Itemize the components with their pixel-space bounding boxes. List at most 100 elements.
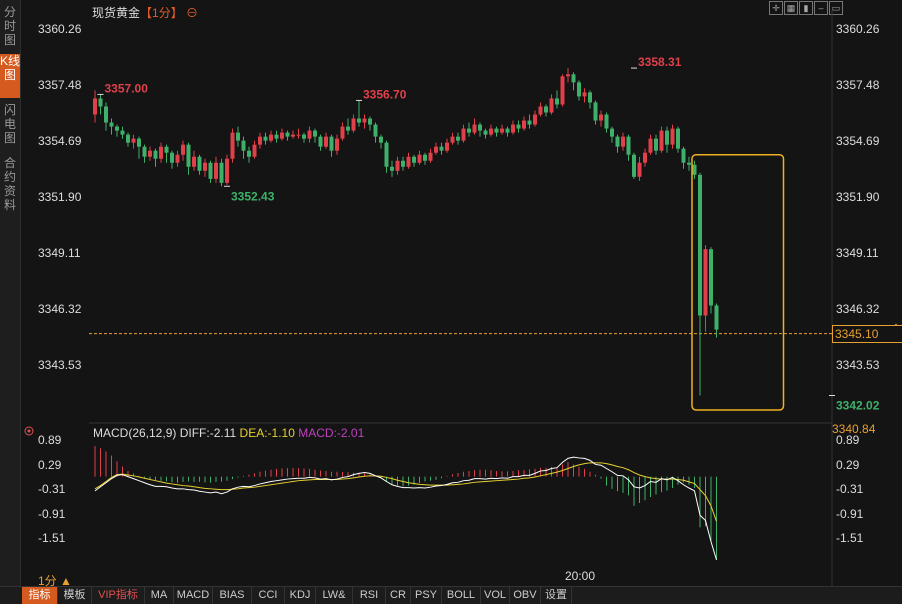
macd-params: MACD(26,12,9): [93, 426, 177, 440]
candle-body: [285, 132, 290, 137]
candle-body: [368, 118, 372, 125]
chart-icon[interactable]: ▮: [799, 1, 813, 15]
indicator-button-11[interactable]: PSY: [411, 587, 442, 604]
candle-body: [186, 144, 191, 167]
candle-body: [555, 98, 559, 105]
indicator-button-0[interactable]: 指标: [22, 587, 58, 604]
candle-body: [478, 124, 482, 131]
candle-body: [280, 132, 284, 139]
candle-body: [357, 118, 361, 123]
candle-body: [274, 134, 279, 139]
macd-settings-dot-icon: [27, 429, 31, 433]
tab-contract-info[interactable]: 合约资料: [3, 156, 16, 212]
candle-body: [527, 120, 532, 125]
grid-icon[interactable]: ▦: [784, 1, 798, 15]
candle-body: [373, 124, 378, 137]
candle-body: [335, 138, 339, 151]
macd-tick-left: 0.89: [38, 433, 62, 448]
price-tick-right: 3357.48: [836, 77, 880, 92]
candle-body: [340, 126, 345, 139]
candle-body: [137, 138, 141, 147]
indicator-button-2[interactable]: VIP指标: [92, 587, 145, 604]
indicator-button-12[interactable]: BOLL: [442, 587, 481, 604]
price-tick-left: 3360.26: [38, 21, 82, 36]
candle-body: [615, 136, 620, 147]
candle-body: [676, 128, 680, 149]
candle-body: [560, 76, 565, 105]
candle-body: [505, 128, 510, 133]
indicator-button-9[interactable]: RSI: [353, 587, 386, 604]
candle-body: [588, 92, 592, 103]
window-icon[interactable]: ▭: [829, 1, 843, 15]
candle-body: [472, 124, 477, 133]
price-annotation: 3358.31: [638, 55, 682, 69]
candle-body: [219, 162, 224, 183]
indicator-button-10[interactable]: CR: [386, 587, 411, 604]
candle-body: [604, 114, 609, 129]
indicator-button-15[interactable]: 设置: [541, 587, 572, 604]
tab-kline[interactable]: K线图: [0, 54, 20, 98]
indicator-button-13[interactable]: VOL: [481, 587, 510, 604]
indicator-button-4[interactable]: MACD: [174, 587, 213, 604]
indicator-button-1[interactable]: 模板: [58, 587, 92, 604]
tab-flash[interactable]: 闪电图: [3, 103, 16, 145]
candle-body: [456, 136, 460, 141]
candle-body: [214, 162, 218, 179]
candle-body: [225, 158, 229, 183]
macd-tick-right: 0.89: [836, 433, 860, 448]
candle-body: [401, 160, 405, 167]
indicator-button-5[interactable]: BIAS: [213, 587, 252, 604]
candle-body: [500, 128, 504, 133]
tab-timeshare[interactable]: 分时图: [3, 5, 16, 47]
candle-body: [170, 152, 174, 163]
macd-tick-left: -1.51: [38, 530, 66, 545]
candle-body: [670, 128, 675, 145]
macd-tick-right: -0.31: [836, 482, 864, 497]
candle-body: [307, 130, 312, 139]
candle-body: [648, 138, 653, 153]
period-label[interactable]: 【1分】: [140, 6, 183, 20]
time-axis-label: 20:00: [565, 569, 596, 583]
current-price-box: 3345.10: [832, 324, 902, 343]
price-tick-right: 3343.53: [836, 358, 880, 373]
candle-body: [626, 136, 631, 155]
candle-body: [181, 144, 185, 155]
candle-body: [423, 154, 427, 161]
period-toggle-icon[interactable]: ⊖: [186, 6, 199, 20]
candle-body: [324, 136, 328, 147]
candle-body: [489, 128, 493, 135]
candle-body: [126, 134, 130, 143]
candle-body: [439, 146, 444, 151]
candle-body: [302, 134, 306, 139]
candle-body: [208, 162, 213, 179]
candle-body: [445, 142, 449, 151]
candle-body: [516, 124, 521, 129]
price-tick-right: 3351.90: [836, 189, 880, 204]
crosshair-icon[interactable]: ✛: [769, 1, 783, 15]
indicator-button-7[interactable]: KDJ: [285, 587, 316, 604]
footer-period[interactable]: 1分 ▲: [38, 574, 72, 588]
candle-body: [291, 134, 295, 137]
macd-tick-left: -0.31: [38, 482, 66, 497]
candle-body: [241, 140, 246, 151]
price-tick-left: 3346.32: [38, 302, 82, 317]
candle-body: [665, 130, 669, 145]
diff-value: DIFF:-2.11: [179, 426, 237, 440]
candle-body: [582, 92, 587, 97]
candle-body: [538, 106, 543, 115]
candle-body: [98, 98, 103, 107]
indicator-button-6[interactable]: CCI: [252, 587, 285, 604]
left-sidebar: 分时图 K线图 闪电图 合约资料: [0, 0, 21, 603]
indicator-button-8[interactable]: LW&: [316, 587, 353, 604]
minimize-icon[interactable]: –: [814, 1, 828, 15]
indicator-button-3[interactable]: MA: [145, 587, 174, 604]
candle-body: [142, 146, 147, 157]
indicator-button-14[interactable]: OBV: [510, 587, 541, 604]
candle-body: [318, 136, 323, 147]
macd-tick-left: -0.91: [38, 506, 66, 521]
candle-body: [566, 74, 570, 77]
price-tick-left: 3351.90: [38, 189, 82, 204]
candle-body: [159, 146, 163, 159]
candle-body: [104, 106, 108, 123]
